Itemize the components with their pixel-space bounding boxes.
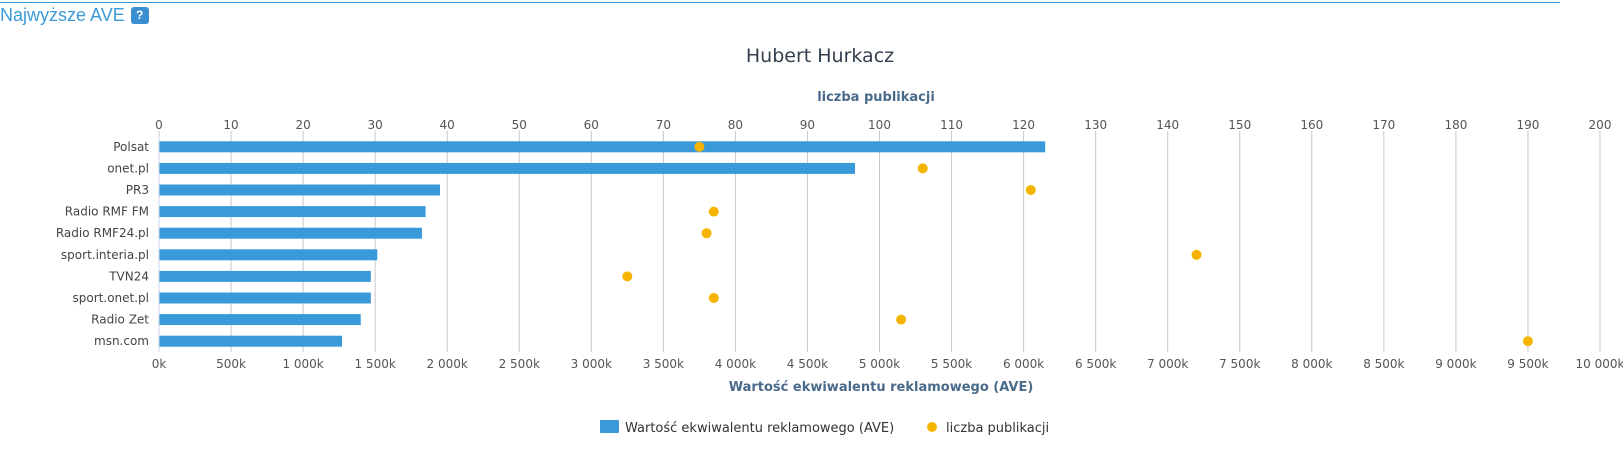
top-tick-label: 170 bbox=[1372, 118, 1395, 132]
dot-series bbox=[622, 141, 1533, 347]
bottom-tick-label: 7 500k bbox=[1219, 357, 1260, 371]
bar bbox=[159, 227, 422, 239]
top-tick-label: 160 bbox=[1300, 118, 1323, 132]
bottom-axis-ticks: 0k 500k 1 000k 1 500k 2 000k 2 500k 3 000k 3 50… bbox=[152, 357, 1623, 371]
bar bbox=[159, 314, 361, 326]
dot bbox=[896, 314, 907, 325]
help-icon[interactable]: ? bbox=[130, 6, 149, 24]
top-tick-label: 80 bbox=[728, 118, 743, 132]
category-label: sport.onet.pl bbox=[73, 291, 149, 305]
bottom-tick-label: 4 000k bbox=[715, 357, 756, 371]
top-tick-label: 110 bbox=[940, 118, 963, 132]
top-tick-label: 120 bbox=[1012, 118, 1035, 132]
top-tick-label: 200 bbox=[1589, 118, 1612, 132]
legend-label-publikacje: liczba publikacji bbox=[946, 421, 1049, 436]
legend-item-publikacje[interactable]: liczba publikacji bbox=[927, 421, 1049, 436]
bottom-axis-title: Wartość ekwiwalentu reklamowego (AVE) bbox=[729, 380, 1034, 395]
bottom-tick-label: 9 500k bbox=[1507, 357, 1548, 371]
top-tick-label: 100 bbox=[868, 118, 891, 132]
bar bbox=[159, 292, 371, 304]
top-tick-label: 150 bbox=[1228, 118, 1251, 132]
top-tick-label: 20 bbox=[295, 118, 310, 132]
legend-swatch-ave bbox=[600, 420, 619, 433]
top-tick-label: 30 bbox=[368, 118, 383, 132]
bottom-tick-label: 1 000k bbox=[282, 357, 323, 371]
bottom-tick-label: 8 500k bbox=[1363, 357, 1404, 371]
bar bbox=[159, 184, 440, 196]
legend: Wartość ekwiwalentu reklamowego (AVE) li… bbox=[600, 420, 1049, 436]
top-tick-label: 190 bbox=[1516, 118, 1539, 132]
dot bbox=[1522, 336, 1533, 347]
bottom-tick-label: 0k bbox=[152, 357, 167, 371]
bar bbox=[159, 335, 343, 347]
category-label: Radio RMF FM bbox=[65, 205, 149, 219]
category-label: Radio Zet bbox=[91, 313, 149, 327]
dot bbox=[622, 271, 633, 282]
legend-item-ave[interactable]: Wartość ekwiwalentu reklamowego (AVE) bbox=[600, 420, 894, 436]
bottom-tick-label: 3 000k bbox=[571, 357, 612, 371]
top-axis-title: liczba publikacji bbox=[817, 90, 935, 105]
category-label: PR3 bbox=[126, 183, 149, 197]
dot bbox=[701, 228, 712, 239]
category-label: Radio RMF24.pl bbox=[56, 226, 149, 240]
top-tick-label: 60 bbox=[584, 118, 599, 132]
category-labels: Polsat onet.pl PR3 Radio RMF FM Radio RMF24.… bbox=[56, 140, 149, 348]
header-rule bbox=[0, 2, 1560, 3]
dot bbox=[694, 141, 705, 152]
bottom-tick-label: 5 000k bbox=[859, 357, 900, 371]
category-label: onet.pl bbox=[107, 161, 149, 175]
category-label: TVN24 bbox=[108, 269, 149, 283]
category-label: sport.interia.pl bbox=[61, 248, 149, 262]
bottom-tick-label: 2 500k bbox=[499, 357, 540, 371]
bottom-tick-label: 500k bbox=[216, 357, 246, 371]
dot bbox=[1025, 185, 1036, 195]
bottom-tick-label: 7 000k bbox=[1147, 357, 1188, 371]
top-tick-label: 40 bbox=[440, 118, 455, 132]
bar bbox=[159, 270, 371, 282]
top-tick-label: 70 bbox=[656, 118, 671, 132]
chart-title: Hubert Hurkacz bbox=[746, 45, 894, 67]
top-tick-label: 180 bbox=[1444, 118, 1467, 132]
bar bbox=[159, 141, 1046, 153]
section-header: Najwyższe AVE ? bbox=[0, 4, 149, 26]
top-tick-label: 10 bbox=[223, 118, 238, 132]
category-label: msn.com bbox=[94, 334, 149, 348]
category-label: Polsat bbox=[113, 140, 149, 154]
bottom-tick-label: 8 000k bbox=[1291, 357, 1332, 371]
bottom-tick-label: 6 500k bbox=[1075, 357, 1116, 371]
top-tick-label: 0 bbox=[155, 118, 163, 132]
bottom-tick-label: 6 000k bbox=[1003, 357, 1044, 371]
bottom-tick-label: 3 500k bbox=[643, 357, 684, 371]
dot bbox=[1191, 249, 1202, 260]
top-tick-label: 130 bbox=[1084, 118, 1107, 132]
bottom-tick-label: 1 500k bbox=[354, 357, 395, 371]
bottom-tick-label: 4 500k bbox=[787, 357, 828, 371]
dot bbox=[708, 206, 719, 217]
bottom-tick-label: 5 500k bbox=[931, 357, 972, 371]
top-axis-ticks: 0 10 20 30 40 50 60 70 80 90 100 110 120 130 140 150 160… bbox=[155, 118, 1611, 132]
dot bbox=[708, 293, 719, 303]
bar bbox=[159, 249, 378, 261]
bar bbox=[159, 206, 426, 218]
legend-label-ave: Wartość ekwiwalentu reklamowego (AVE) bbox=[625, 421, 894, 436]
bar bbox=[159, 162, 856, 174]
top-tick-label: 140 bbox=[1156, 118, 1179, 132]
legend-swatch-publikacje bbox=[927, 422, 937, 432]
bottom-tick-label: 2 000k bbox=[427, 357, 468, 371]
section-title: Najwyższe AVE bbox=[0, 5, 125, 25]
dot bbox=[917, 163, 928, 174]
top-tick-label: 50 bbox=[512, 118, 527, 132]
bottom-tick-label: 10 000k bbox=[1576, 357, 1623, 371]
top-tick-label: 90 bbox=[800, 118, 815, 132]
bottom-tick-label: 9 000k bbox=[1435, 357, 1476, 371]
bar-series bbox=[159, 141, 1046, 347]
